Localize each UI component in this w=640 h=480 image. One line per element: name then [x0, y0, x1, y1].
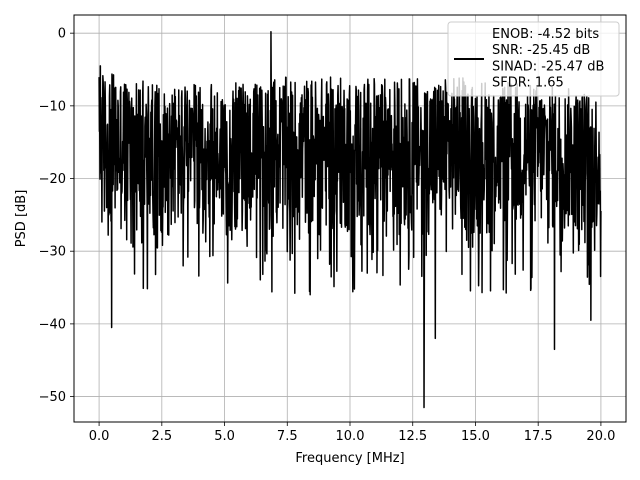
- x-tick-label: 2.5: [151, 429, 172, 444]
- x-tick-label: 0.0: [89, 429, 110, 444]
- psd-line: [98, 30, 602, 409]
- x-tick-label: 5.0: [214, 429, 235, 444]
- x-tick-label: 10.0: [336, 429, 365, 444]
- y-axis-label: PSD [dB]: [14, 190, 29, 248]
- y-tick-label: −10: [39, 99, 66, 114]
- y-tick-label: −50: [39, 390, 66, 405]
- y-tick-label: −30: [39, 245, 66, 260]
- x-tick-label: 7.5: [277, 429, 298, 444]
- legend: ENOB: -4.52 bits SNR: -25.45 dB SINAD: -…: [447, 21, 620, 97]
- x-tick-label: 20.0: [586, 429, 615, 444]
- legend-sfdr: SFDR: 1.65: [492, 76, 564, 91]
- y-tick-label: 0: [58, 27, 66, 42]
- y-tick-label: −40: [39, 317, 66, 332]
- x-tick-label: 17.5: [524, 429, 553, 444]
- legend-snr: SNR: -25.45 dB: [492, 43, 590, 58]
- legend-box: [447, 21, 620, 97]
- legend-enob: ENOB: -4.52 bits: [492, 27, 599, 42]
- axis-ticks: 0.0 2.5 5.0 7.5 10.0 12.5 15.0 17.5 20.0 0 −10 −20 −…: [39, 27, 616, 444]
- y-tick-label: −20: [39, 172, 66, 187]
- x-axis-label: Frequency [MHz]: [295, 451, 404, 466]
- x-tick-label: 15.0: [461, 429, 490, 444]
- legend-sinad: SINAD: -25.47 dB: [492, 59, 604, 74]
- psd-series: [98, 30, 602, 409]
- x-tick-label: 12.5: [398, 429, 427, 444]
